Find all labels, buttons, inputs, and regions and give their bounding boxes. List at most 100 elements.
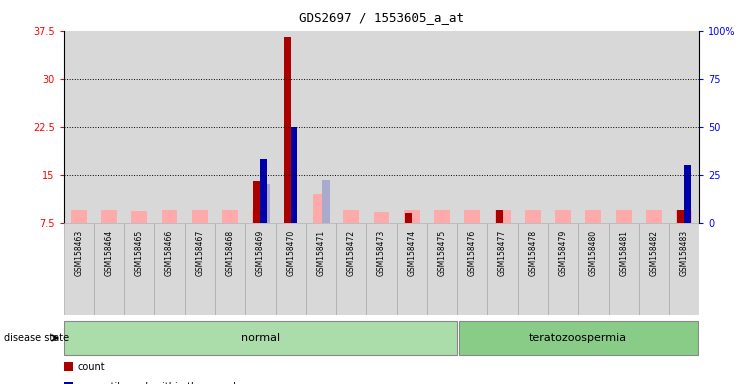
Bar: [488, 31, 518, 223]
Text: GSM158483: GSM158483: [680, 230, 689, 276]
Bar: [162, 210, 177, 223]
Bar: [215, 223, 245, 315]
Bar: [192, 210, 208, 223]
Bar: [518, 223, 548, 315]
Bar: [396, 223, 427, 315]
Bar: [548, 223, 578, 315]
Bar: [518, 31, 548, 223]
Bar: [396, 31, 427, 223]
Bar: [64, 31, 94, 223]
Bar: [609, 31, 639, 223]
Bar: [525, 210, 541, 223]
Text: GSM158464: GSM158464: [105, 230, 114, 276]
Bar: [578, 31, 609, 223]
Bar: [64, 321, 457, 355]
Bar: [373, 212, 390, 223]
Bar: [434, 210, 450, 223]
Text: GSM158473: GSM158473: [377, 230, 386, 276]
Text: GSM158477: GSM158477: [498, 230, 507, 276]
Text: GSM158479: GSM158479: [559, 230, 568, 276]
Bar: [306, 31, 336, 223]
Bar: [94, 31, 124, 223]
Bar: [154, 31, 185, 223]
Bar: [367, 31, 396, 223]
Text: GSM158472: GSM158472: [347, 230, 356, 276]
Bar: [262, 184, 270, 223]
Bar: [684, 165, 690, 223]
Text: count: count: [77, 362, 105, 372]
Text: GSM158478: GSM158478: [528, 230, 537, 276]
Bar: [586, 210, 601, 223]
Bar: [494, 210, 511, 223]
Bar: [254, 181, 261, 223]
Bar: [306, 223, 336, 315]
Text: GSM158480: GSM158480: [589, 230, 598, 276]
Text: GSM158468: GSM158468: [226, 230, 235, 276]
Bar: [427, 223, 457, 315]
Bar: [609, 223, 639, 315]
Bar: [367, 223, 396, 315]
Bar: [639, 31, 669, 223]
Bar: [336, 223, 367, 315]
Bar: [275, 31, 306, 223]
Text: GSM158465: GSM158465: [135, 230, 144, 276]
Text: GSM158471: GSM158471: [316, 230, 325, 276]
Bar: [555, 210, 571, 223]
Bar: [215, 31, 245, 223]
Text: GDS2697 / 1553605_a_at: GDS2697 / 1553605_a_at: [299, 12, 464, 25]
Bar: [222, 210, 238, 223]
Text: GSM158474: GSM158474: [407, 230, 416, 276]
Bar: [283, 37, 291, 223]
Bar: [669, 31, 699, 223]
Bar: [322, 180, 331, 223]
Bar: [124, 31, 154, 223]
Bar: [252, 210, 269, 223]
Bar: [275, 223, 306, 315]
Bar: [132, 211, 147, 223]
Bar: [457, 223, 488, 315]
Bar: [427, 31, 457, 223]
Bar: [457, 31, 488, 223]
Bar: [646, 210, 662, 223]
Bar: [459, 321, 698, 355]
Text: GSM158469: GSM158469: [256, 230, 265, 276]
Bar: [578, 223, 609, 315]
Bar: [185, 223, 215, 315]
Bar: [71, 210, 87, 223]
Bar: [313, 194, 329, 223]
Text: GSM158475: GSM158475: [438, 230, 447, 276]
Bar: [465, 210, 480, 223]
Text: GSM158481: GSM158481: [619, 230, 628, 276]
Text: GSM158470: GSM158470: [286, 230, 295, 276]
Text: GSM158467: GSM158467: [195, 230, 204, 276]
Bar: [154, 223, 185, 315]
Bar: [260, 159, 267, 223]
Bar: [245, 31, 275, 223]
Bar: [245, 223, 275, 315]
Bar: [405, 213, 412, 223]
Bar: [404, 210, 420, 223]
Bar: [124, 223, 154, 315]
Bar: [616, 210, 631, 223]
Bar: [496, 210, 503, 223]
Bar: [676, 210, 692, 223]
Text: GSM158476: GSM158476: [468, 230, 476, 276]
Text: percentile rank within the sample: percentile rank within the sample: [77, 382, 242, 384]
Text: GSM158482: GSM158482: [649, 230, 658, 276]
Bar: [669, 223, 699, 315]
Bar: [548, 31, 578, 223]
Bar: [678, 210, 684, 223]
Text: GSM158466: GSM158466: [165, 230, 174, 276]
Bar: [94, 223, 124, 315]
Bar: [488, 223, 518, 315]
Bar: [101, 210, 117, 223]
Text: teratozoospermia: teratozoospermia: [530, 333, 628, 343]
Text: disease state: disease state: [4, 333, 69, 343]
Text: GSM158463: GSM158463: [74, 230, 83, 276]
Bar: [64, 223, 94, 315]
Bar: [343, 210, 359, 223]
Text: normal: normal: [241, 333, 280, 343]
Bar: [185, 31, 215, 223]
Bar: [336, 31, 367, 223]
Bar: [639, 223, 669, 315]
